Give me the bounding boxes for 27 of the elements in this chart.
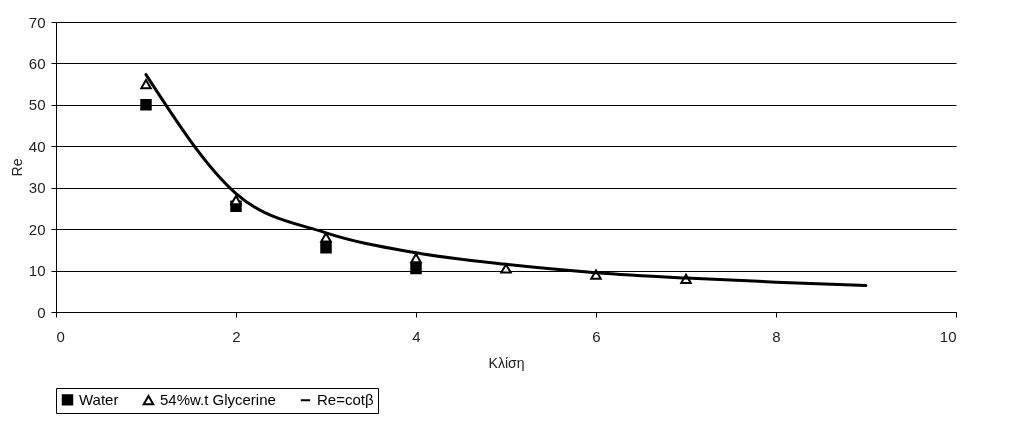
point [230, 195, 242, 206]
x-tick-label: 4 [412, 327, 421, 345]
x-tick-label: 2 [232, 327, 241, 345]
x-tick-label: 8 [772, 327, 781, 345]
y-tick-label: 30 [28, 179, 46, 197]
y-tick-label: 20 [28, 220, 46, 238]
y-tick-label: 10 [28, 262, 46, 280]
y-tick-label: 40 [28, 137, 46, 155]
x-tick-label: 10 [939, 327, 957, 345]
point [500, 263, 512, 274]
point [410, 262, 422, 275]
x-axis-title: Κλίση [488, 354, 525, 371]
point [140, 79, 152, 90]
legend-label: Water [79, 390, 119, 408]
point [320, 242, 332, 254]
legend-label: 54%w.t Glycerine [160, 391, 276, 409]
legend-label: Re=cotβ [317, 391, 374, 409]
x-tick-label: 6 [592, 327, 601, 345]
point [320, 232, 332, 243]
y-tick-label: 50 [28, 96, 46, 114]
point [410, 253, 422, 264]
y-tick-label: 0 [37, 303, 46, 321]
point [140, 99, 152, 111]
y-tick-label: 70 [28, 13, 46, 31]
x-tick-label: 0 [56, 327, 65, 345]
y-tick-label: 60 [28, 54, 46, 72]
y-axis-title: Re [8, 158, 25, 177]
